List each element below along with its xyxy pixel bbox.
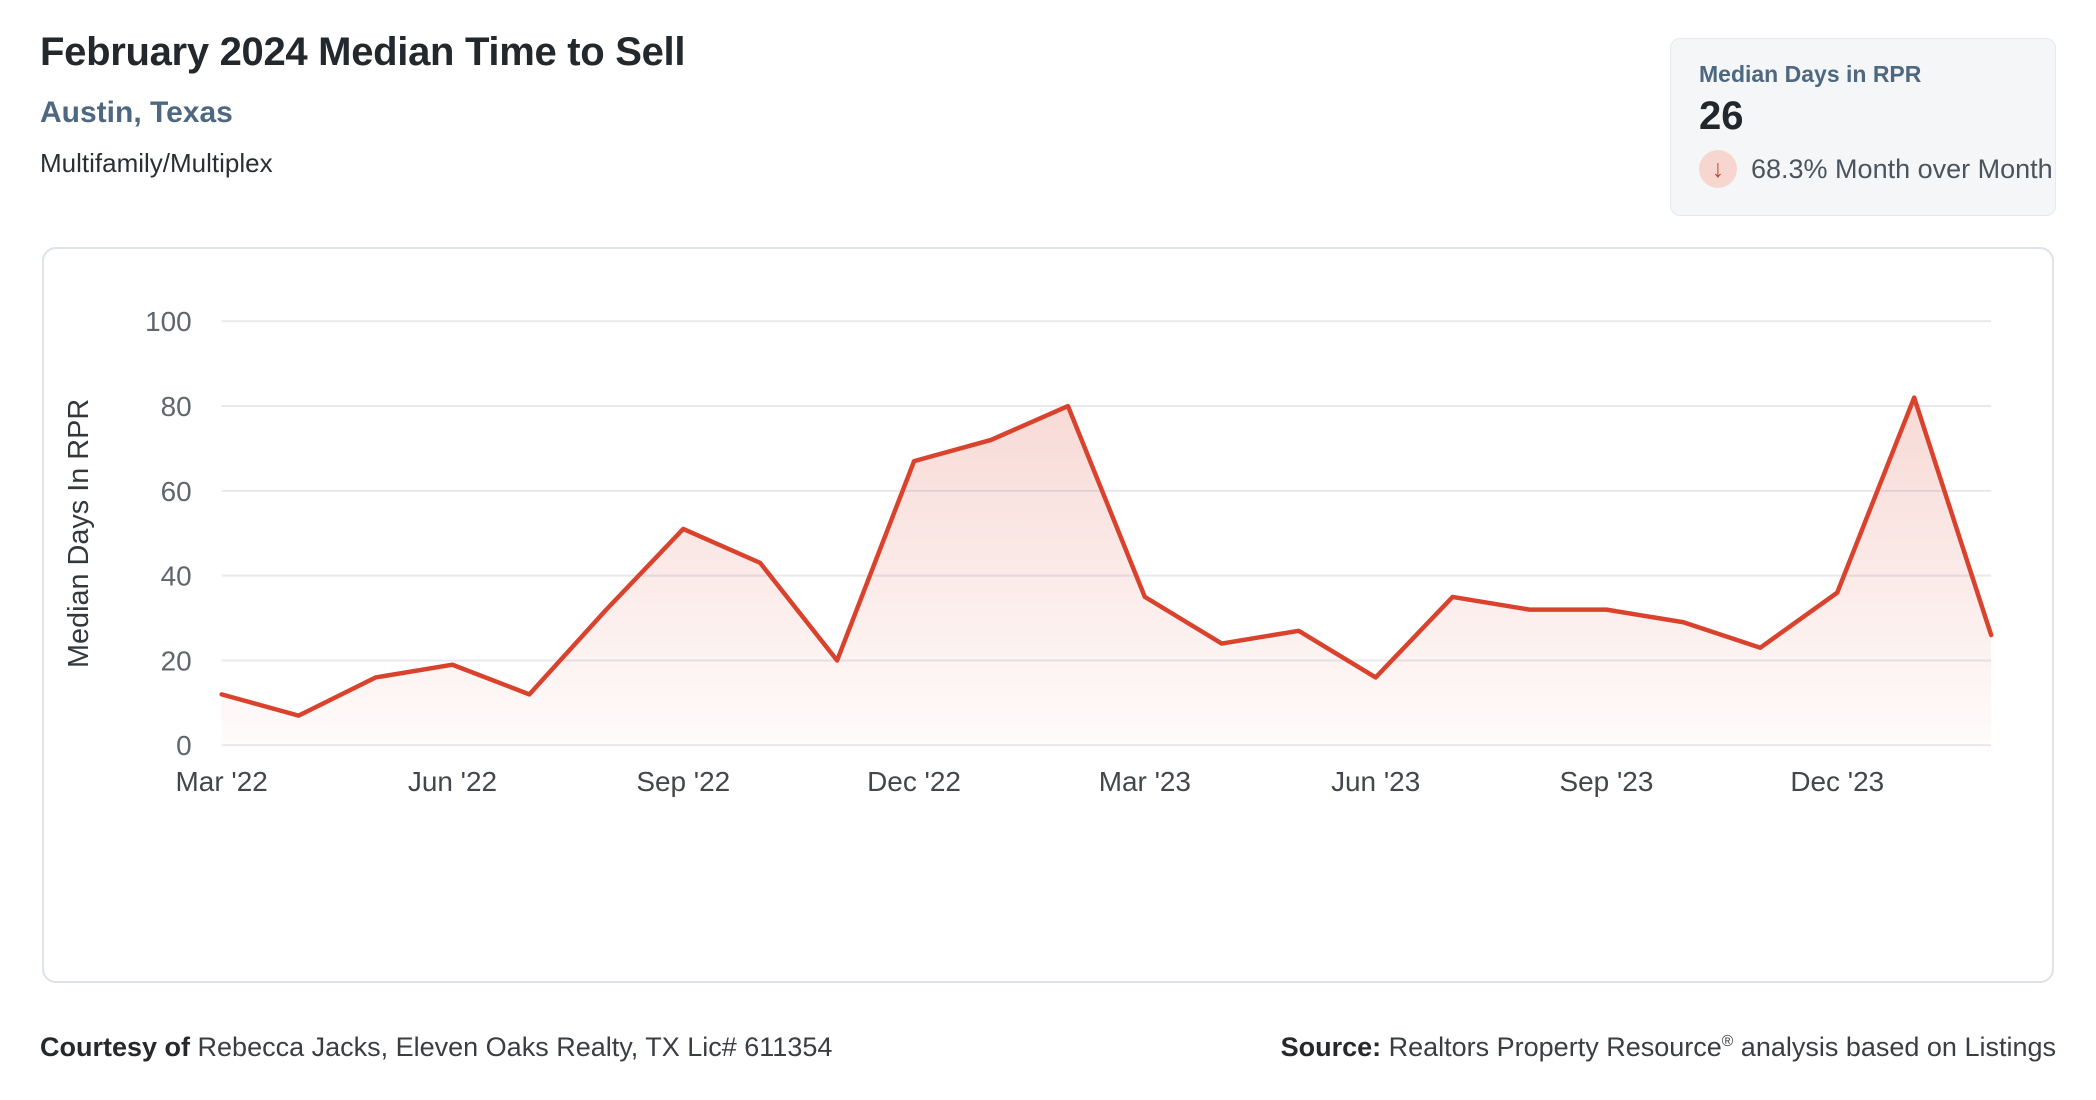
median-days-stat-card: Median Days in RPR 26 ↓ 68.3% Month over… xyxy=(1670,38,2056,216)
trend-row: ↓ 68.3% Month over Month xyxy=(1699,150,2053,188)
location-subtitle: Austin, Texas xyxy=(40,96,233,129)
x-tick-label: Dec '23 xyxy=(1790,766,1884,797)
chart-card: 0 20 40 60 80 100 Mar '22 Jun '22 Sep '22 Dec '22… xyxy=(42,247,2054,983)
stat-label: Median Days in RPR xyxy=(1699,61,1922,87)
page-title: February 2024 Median Time to Sell xyxy=(40,30,686,74)
x-tick-label: Dec '22 xyxy=(867,766,961,797)
y-axis-title: Median Days In RPR xyxy=(63,399,95,668)
source-label: Source: xyxy=(1280,1032,1382,1062)
series-line xyxy=(219,395,1994,718)
y-tick-label: 20 xyxy=(161,645,192,676)
source-text-tail: analysis based on Listings xyxy=(1733,1032,2056,1062)
y-tick-label: 0 xyxy=(176,730,192,761)
y-tick-label: 40 xyxy=(161,561,192,592)
y-tick-label: 80 xyxy=(161,391,192,422)
x-tick-label: Jun '22 xyxy=(408,766,497,797)
source-footer: Source: Realtors Property Resource® anal… xyxy=(1281,1032,2056,1063)
courtesy-text: Rebecca Jacks, Eleven Oaks Realty, TX Li… xyxy=(190,1032,833,1062)
courtesy-footer: Courtesy of Rebecca Jacks, Eleven Oaks R… xyxy=(40,1032,832,1063)
y-tick-label: 100 xyxy=(145,306,192,337)
series-area xyxy=(221,397,1992,746)
line-chart[interactable]: 0 20 40 60 80 100 Mar '22 Jun '22 Sep '22 Dec '22… xyxy=(44,249,2052,981)
stat-value: 26 xyxy=(1699,94,1744,138)
down-arrow-icon: ↓ xyxy=(1699,150,1737,188)
x-tick-label: Sep '22 xyxy=(636,766,730,797)
x-tick-label: Jun '23 xyxy=(1331,766,1420,797)
courtesy-label: Courtesy of xyxy=(40,1032,191,1062)
trend-text: 68.3% Month over Month xyxy=(1751,153,2053,184)
x-tick-label: Sep '23 xyxy=(1560,766,1654,797)
property-type-label: Multifamily/Multiplex xyxy=(40,148,273,178)
y-tick-label: 60 xyxy=(161,476,192,507)
registered-mark: ® xyxy=(1721,1033,1734,1050)
x-tick-label: Mar '22 xyxy=(176,766,268,797)
x-tick-label: Mar '23 xyxy=(1099,766,1191,797)
source-text: Realtors Property Resource xyxy=(1381,1032,1722,1062)
